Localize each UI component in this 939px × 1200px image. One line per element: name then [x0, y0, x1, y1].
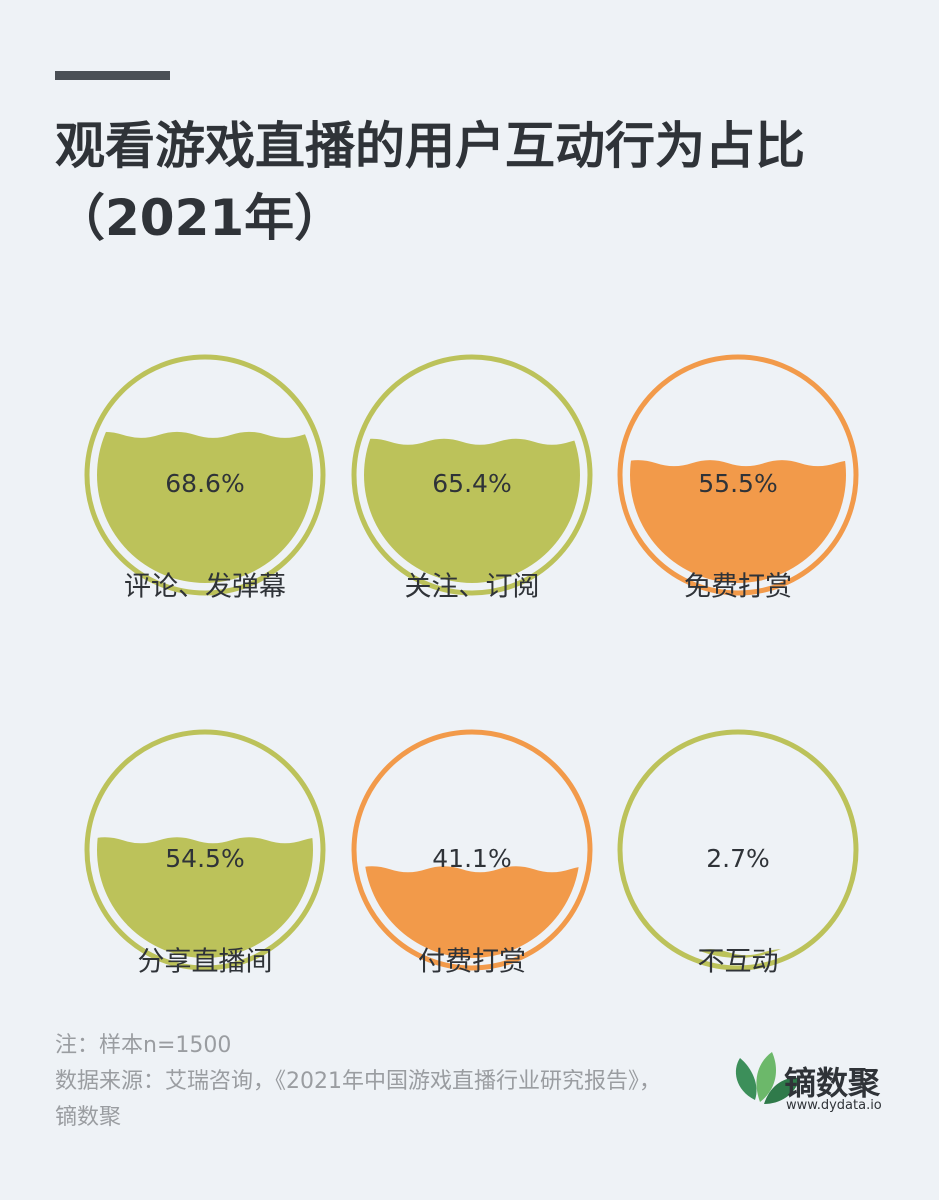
gauge-ring — [84, 354, 326, 596]
gauge-ring — [617, 354, 859, 596]
liquid-gauge: 41.1% 付费打赏 — [351, 729, 593, 978]
value-label: 65.4% — [432, 469, 511, 498]
title-bar — [55, 71, 170, 80]
note-source: 数据来源：艾瑞咨询，《2021年中国游戏直播行业研究报告》，镝数聚 — [55, 1069, 661, 1130]
gauge-ring — [351, 729, 593, 971]
liquid-gauge: 54.5% 分享直播间 — [84, 729, 326, 978]
liquid-gauge: 55.5% 免费打赏 — [617, 354, 859, 603]
notes: 注：样本n=1500 数据来源：艾瑞咨询，《2021年中国游戏直播行业研究报告》… — [55, 1028, 675, 1136]
logo-url: www.dydata.io — [786, 1098, 882, 1113]
value-label: 55.5% — [698, 469, 777, 498]
category-label: 付费打赏 — [418, 947, 526, 978]
liquid-gauge: 65.4% 关注、订阅 — [351, 354, 593, 603]
note-sample: 注：样本n=1500 — [55, 1033, 232, 1058]
value-label: 2.7% — [706, 844, 770, 873]
gauge-ring — [351, 354, 593, 596]
gauge-ring — [617, 729, 859, 971]
logo-name: 镝数聚 — [784, 1064, 881, 1102]
category-label: 不互动 — [698, 947, 779, 978]
category-label: 关注、订阅 — [405, 572, 540, 603]
category-label: 分享直播间 — [138, 947, 273, 978]
gauge-ring — [84, 729, 326, 971]
liquid-gauge: 68.6% 评论、发弹幕 — [84, 354, 326, 603]
category-label: 评论、发弹幕 — [124, 572, 286, 603]
category-label: 免费打赏 — [684, 572, 792, 603]
liquid-gauge: 2.7% 不互动 — [617, 729, 859, 978]
logo-icon — [735, 1052, 800, 1104]
value-label: 54.5% — [165, 844, 244, 873]
value-label: 41.1% — [432, 844, 511, 873]
value-label: 68.6% — [165, 469, 244, 498]
chart-title: 观看游戏直播的用户互动行为占比（2021年） — [55, 117, 805, 247]
